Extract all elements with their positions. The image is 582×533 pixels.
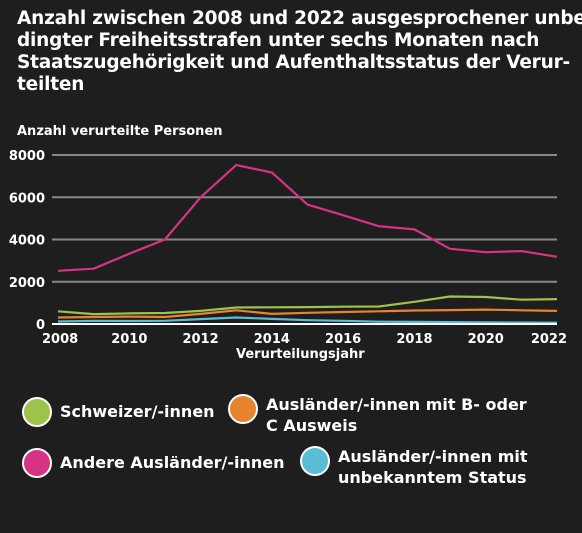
x-tick-label: 2016	[325, 332, 361, 347]
series-line-1	[57, 308, 558, 319]
title-line: teilten	[17, 74, 85, 95]
legend-swatch-unbekannt	[300, 446, 330, 476]
y-tick-label: 4000	[9, 234, 45, 249]
x-tick-label: 2012	[182, 332, 218, 347]
y-tick-label: 2000	[9, 276, 45, 291]
line-chart: 0 2000 4000 6000 8000 2008 2010 2012 2014 2016 201…	[9, 149, 567, 362]
y-axis-label: Anzahl verurteilte Personen	[17, 124, 223, 139]
x-tick-label: 2014	[254, 332, 290, 347]
legend-label: Schweizer/-innen	[60, 402, 215, 421]
series-line-2	[57, 164, 558, 272]
legend-item: Schweizer/-innen	[22, 397, 215, 427]
legend-item: Andere Ausländer/-innen	[22, 448, 285, 478]
x-tick-label: 2008	[42, 332, 78, 347]
legend-label: Andere Ausländer/-innen	[60, 453, 285, 472]
title-line: Staatszugehörigkeit und Aufenthaltsstatu…	[17, 52, 570, 73]
y-tick-label: 0	[36, 318, 45, 333]
series-line-3	[57, 316, 558, 324]
y-tick-label: 6000	[9, 191, 45, 206]
x-tick-label: 2020	[468, 332, 504, 347]
x-tick-label: 2010	[111, 332, 147, 347]
title-line: dingter Freiheitsstrafen unter sechs Mon…	[17, 30, 540, 51]
title-line: Anzahl zwischen 2008 und 2022 ausgesproc…	[17, 8, 582, 29]
legend-label: Ausländer/-innen mit unbekanntem Status	[338, 447, 528, 487]
legend-item: Ausländer/-innen mit B- oder C Ausweis	[228, 394, 527, 436]
legend-swatch-b-c-ausweis	[228, 394, 258, 424]
series-line-0	[57, 295, 558, 316]
legend-item: Ausländer/-innen mit unbekanntem Status	[300, 446, 528, 488]
legend-label: Ausländer/-innen mit B- oder C Ausweis	[266, 395, 527, 435]
y-tick-label: 8000	[9, 149, 45, 164]
legend-swatch-schweizer	[22, 397, 52, 427]
x-tick-label: 2022	[531, 332, 567, 347]
x-axis-label: Verurteilungsjahr	[236, 347, 365, 362]
x-tick-label: 2018	[396, 332, 432, 347]
legend-swatch-andere	[22, 448, 52, 478]
chart-title: Anzahl zwischen 2008 und 2022 ausgesproc…	[17, 8, 582, 96]
